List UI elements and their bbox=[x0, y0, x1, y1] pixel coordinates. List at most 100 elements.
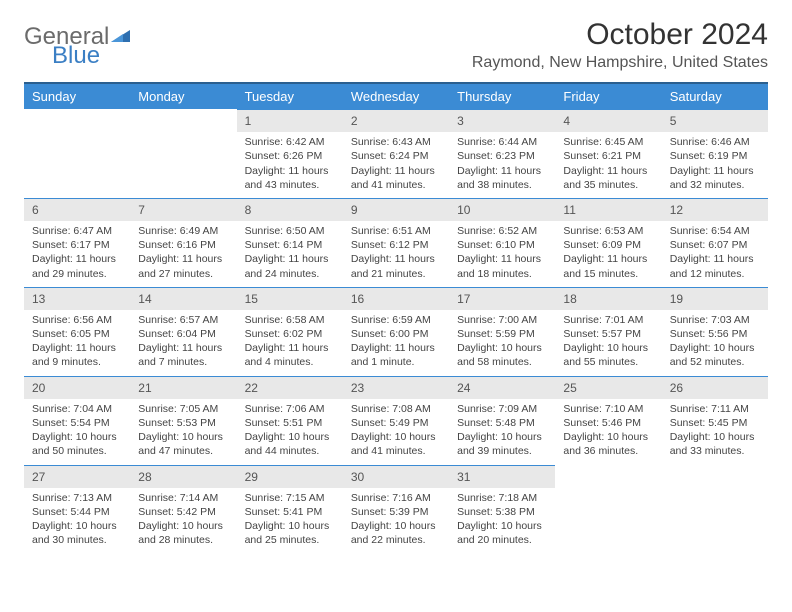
day-cell: 28Sunrise: 7:14 AMSunset: 5:42 PMDayligh… bbox=[130, 465, 236, 554]
day-cell: 30Sunrise: 7:16 AMSunset: 5:39 PMDayligh… bbox=[343, 465, 449, 554]
day-content: Sunrise: 6:47 AMSunset: 6:17 PMDaylight:… bbox=[24, 221, 130, 287]
day-number: 29 bbox=[237, 465, 343, 488]
day-number: 26 bbox=[662, 376, 768, 399]
day-number: 7 bbox=[130, 198, 236, 221]
day-content: Sunrise: 7:01 AMSunset: 5:57 PMDaylight:… bbox=[555, 310, 661, 376]
day-number: 18 bbox=[555, 287, 661, 310]
calendar-table: Sunday Monday Tuesday Wednesday Thursday… bbox=[24, 82, 768, 553]
day-content: Sunrise: 6:56 AMSunset: 6:05 PMDaylight:… bbox=[24, 310, 130, 376]
week-row: 6Sunrise: 6:47 AMSunset: 6:17 PMDaylight… bbox=[24, 198, 768, 287]
logo-text-blue: Blue bbox=[52, 45, 132, 68]
day-number: 10 bbox=[449, 198, 555, 221]
day-number: 6 bbox=[24, 198, 130, 221]
col-sunday: Sunday bbox=[24, 83, 130, 109]
title-block: October 2024 Raymond, New Hampshire, Uni… bbox=[472, 18, 768, 72]
day-content: Sunrise: 6:58 AMSunset: 6:02 PMDaylight:… bbox=[237, 310, 343, 376]
col-saturday: Saturday bbox=[662, 83, 768, 109]
day-content: Sunrise: 7:14 AMSunset: 5:42 PMDaylight:… bbox=[130, 488, 236, 554]
day-cell: 24Sunrise: 7:09 AMSunset: 5:48 PMDayligh… bbox=[449, 376, 555, 465]
day-cell: 3Sunrise: 6:44 AMSunset: 6:23 PMDaylight… bbox=[449, 109, 555, 198]
day-content: Sunrise: 6:49 AMSunset: 6:16 PMDaylight:… bbox=[130, 221, 236, 287]
header: GeneralBlue October 2024 Raymond, New Ha… bbox=[24, 18, 768, 72]
week-row: 13Sunrise: 6:56 AMSunset: 6:05 PMDayligh… bbox=[24, 287, 768, 376]
day-cell: 22Sunrise: 7:06 AMSunset: 5:51 PMDayligh… bbox=[237, 376, 343, 465]
month-title: October 2024 bbox=[472, 18, 768, 52]
day-number: 15 bbox=[237, 287, 343, 310]
day-content: Sunrise: 7:00 AMSunset: 5:59 PMDaylight:… bbox=[449, 310, 555, 376]
day-cell: 5Sunrise: 6:46 AMSunset: 6:19 PMDaylight… bbox=[662, 109, 768, 198]
day-number: 21 bbox=[130, 376, 236, 399]
logo: GeneralBlue bbox=[24, 18, 132, 68]
day-cell: 1Sunrise: 6:42 AMSunset: 6:26 PMDaylight… bbox=[237, 109, 343, 198]
day-number: 1 bbox=[237, 109, 343, 132]
day-content: Sunrise: 6:59 AMSunset: 6:00 PMDaylight:… bbox=[343, 310, 449, 376]
day-cell: 13Sunrise: 6:56 AMSunset: 6:05 PMDayligh… bbox=[24, 287, 130, 376]
day-cell: 16Sunrise: 6:59 AMSunset: 6:00 PMDayligh… bbox=[343, 287, 449, 376]
day-number: 31 bbox=[449, 465, 555, 488]
day-cell bbox=[662, 465, 768, 554]
day-content: Sunrise: 7:18 AMSunset: 5:38 PMDaylight:… bbox=[449, 488, 555, 554]
day-content: Sunrise: 6:46 AMSunset: 6:19 PMDaylight:… bbox=[662, 132, 768, 198]
day-content: Sunrise: 6:42 AMSunset: 6:26 PMDaylight:… bbox=[237, 132, 343, 198]
week-row: 1Sunrise: 6:42 AMSunset: 6:26 PMDaylight… bbox=[24, 109, 768, 198]
day-cell bbox=[555, 465, 661, 554]
week-row: 27Sunrise: 7:13 AMSunset: 5:44 PMDayligh… bbox=[24, 465, 768, 554]
day-content: Sunrise: 7:11 AMSunset: 5:45 PMDaylight:… bbox=[662, 399, 768, 465]
header-row: Sunday Monday Tuesday Wednesday Thursday… bbox=[24, 83, 768, 109]
day-number: 25 bbox=[555, 376, 661, 399]
day-number: 20 bbox=[24, 376, 130, 399]
col-wednesday: Wednesday bbox=[343, 83, 449, 109]
day-content: Sunrise: 7:06 AMSunset: 5:51 PMDaylight:… bbox=[237, 399, 343, 465]
day-cell: 18Sunrise: 7:01 AMSunset: 5:57 PMDayligh… bbox=[555, 287, 661, 376]
day-cell: 23Sunrise: 7:08 AMSunset: 5:49 PMDayligh… bbox=[343, 376, 449, 465]
day-number: 17 bbox=[449, 287, 555, 310]
day-cell: 6Sunrise: 6:47 AMSunset: 6:17 PMDaylight… bbox=[24, 198, 130, 287]
day-cell: 9Sunrise: 6:51 AMSunset: 6:12 PMDaylight… bbox=[343, 198, 449, 287]
day-number: 8 bbox=[237, 198, 343, 221]
day-content: Sunrise: 7:16 AMSunset: 5:39 PMDaylight:… bbox=[343, 488, 449, 554]
day-number: 2 bbox=[343, 109, 449, 132]
col-friday: Friday bbox=[555, 83, 661, 109]
day-cell: 27Sunrise: 7:13 AMSunset: 5:44 PMDayligh… bbox=[24, 465, 130, 554]
day-content: Sunrise: 6:54 AMSunset: 6:07 PMDaylight:… bbox=[662, 221, 768, 287]
day-cell bbox=[130, 109, 236, 198]
day-number: 28 bbox=[130, 465, 236, 488]
day-cell: 29Sunrise: 7:15 AMSunset: 5:41 PMDayligh… bbox=[237, 465, 343, 554]
day-content: Sunrise: 6:57 AMSunset: 6:04 PMDaylight:… bbox=[130, 310, 236, 376]
day-number: 12 bbox=[662, 198, 768, 221]
week-row: 20Sunrise: 7:04 AMSunset: 5:54 PMDayligh… bbox=[24, 376, 768, 465]
day-number: 4 bbox=[555, 109, 661, 132]
day-content: Sunrise: 7:13 AMSunset: 5:44 PMDaylight:… bbox=[24, 488, 130, 554]
day-cell: 7Sunrise: 6:49 AMSunset: 6:16 PMDaylight… bbox=[130, 198, 236, 287]
day-cell: 8Sunrise: 6:50 AMSunset: 6:14 PMDaylight… bbox=[237, 198, 343, 287]
day-number: 27 bbox=[24, 465, 130, 488]
day-cell: 11Sunrise: 6:53 AMSunset: 6:09 PMDayligh… bbox=[555, 198, 661, 287]
day-content: Sunrise: 6:52 AMSunset: 6:10 PMDaylight:… bbox=[449, 221, 555, 287]
day-content: Sunrise: 7:03 AMSunset: 5:56 PMDaylight:… bbox=[662, 310, 768, 376]
day-number: 5 bbox=[662, 109, 768, 132]
day-cell bbox=[24, 109, 130, 198]
day-number: 24 bbox=[449, 376, 555, 399]
day-cell: 12Sunrise: 6:54 AMSunset: 6:07 PMDayligh… bbox=[662, 198, 768, 287]
day-content: Sunrise: 7:10 AMSunset: 5:46 PMDaylight:… bbox=[555, 399, 661, 465]
day-number: 9 bbox=[343, 198, 449, 221]
day-cell: 19Sunrise: 7:03 AMSunset: 5:56 PMDayligh… bbox=[662, 287, 768, 376]
day-number: 3 bbox=[449, 109, 555, 132]
col-monday: Monday bbox=[130, 83, 236, 109]
day-content: Sunrise: 6:45 AMSunset: 6:21 PMDaylight:… bbox=[555, 132, 661, 198]
day-cell: 21Sunrise: 7:05 AMSunset: 5:53 PMDayligh… bbox=[130, 376, 236, 465]
day-number: 19 bbox=[662, 287, 768, 310]
day-cell: 25Sunrise: 7:10 AMSunset: 5:46 PMDayligh… bbox=[555, 376, 661, 465]
day-content: Sunrise: 6:51 AMSunset: 6:12 PMDaylight:… bbox=[343, 221, 449, 287]
day-number: 11 bbox=[555, 198, 661, 221]
day-content: Sunrise: 6:53 AMSunset: 6:09 PMDaylight:… bbox=[555, 221, 661, 287]
day-content: Sunrise: 7:09 AMSunset: 5:48 PMDaylight:… bbox=[449, 399, 555, 465]
day-content: Sunrise: 7:05 AMSunset: 5:53 PMDaylight:… bbox=[130, 399, 236, 465]
day-cell: 20Sunrise: 7:04 AMSunset: 5:54 PMDayligh… bbox=[24, 376, 130, 465]
day-content: Sunrise: 6:43 AMSunset: 6:24 PMDaylight:… bbox=[343, 132, 449, 198]
day-cell: 26Sunrise: 7:11 AMSunset: 5:45 PMDayligh… bbox=[662, 376, 768, 465]
day-number: 23 bbox=[343, 376, 449, 399]
day-content: Sunrise: 7:04 AMSunset: 5:54 PMDaylight:… bbox=[24, 399, 130, 465]
day-cell: 10Sunrise: 6:52 AMSunset: 6:10 PMDayligh… bbox=[449, 198, 555, 287]
day-cell: 4Sunrise: 6:45 AMSunset: 6:21 PMDaylight… bbox=[555, 109, 661, 198]
